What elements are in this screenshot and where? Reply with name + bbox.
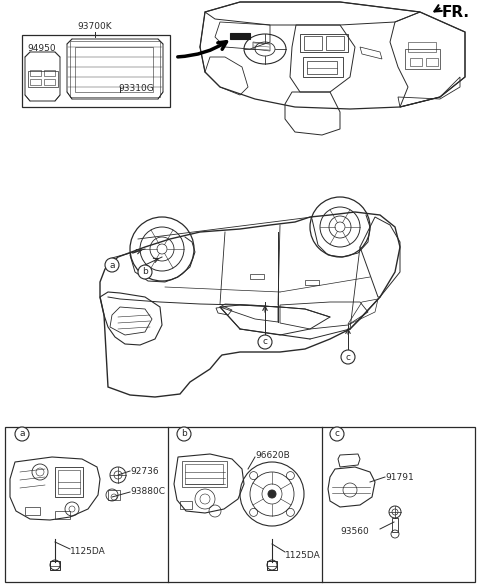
Text: 93700K: 93700K — [78, 22, 112, 31]
Text: FR.: FR. — [442, 5, 470, 20]
Bar — [5, 427, 475, 582]
Bar — [44, 79, 55, 85]
Bar — [25, 507, 40, 515]
Text: 96620B: 96620B — [255, 450, 290, 460]
Text: 93310G: 93310G — [118, 84, 154, 93]
Text: a: a — [109, 261, 115, 269]
Bar — [304, 36, 322, 50]
Bar — [250, 274, 264, 279]
Bar — [75, 47, 153, 92]
Text: 93880C: 93880C — [130, 487, 165, 497]
Bar — [267, 561, 277, 570]
Bar — [392, 518, 398, 532]
Text: 93560: 93560 — [340, 527, 369, 535]
Bar — [182, 461, 227, 487]
Text: 91791: 91791 — [385, 473, 414, 481]
Circle shape — [341, 350, 355, 364]
Bar — [50, 561, 60, 570]
Bar — [303, 57, 343, 77]
Bar — [108, 490, 120, 500]
Circle shape — [330, 427, 344, 441]
Bar — [326, 36, 344, 50]
Bar — [230, 33, 250, 39]
Bar — [305, 280, 319, 285]
Bar — [22, 35, 170, 107]
Bar — [408, 42, 436, 52]
Text: b: b — [142, 268, 148, 276]
Circle shape — [138, 265, 152, 279]
Text: a: a — [19, 430, 25, 438]
Bar — [55, 467, 83, 497]
Bar — [307, 61, 337, 74]
Text: 1125DA: 1125DA — [70, 548, 106, 556]
Text: 92736: 92736 — [130, 467, 158, 475]
Bar — [28, 71, 58, 87]
Bar — [30, 79, 41, 85]
Text: c: c — [346, 353, 350, 362]
Circle shape — [15, 427, 29, 441]
Bar — [180, 501, 192, 509]
Bar — [55, 511, 70, 519]
Circle shape — [177, 427, 191, 441]
Text: 1125DA: 1125DA — [285, 551, 321, 559]
Bar — [185, 464, 223, 484]
Bar — [30, 70, 41, 76]
Text: c: c — [263, 338, 267, 346]
Text: 94950: 94950 — [27, 44, 56, 53]
Text: b: b — [181, 430, 187, 438]
Bar — [405, 49, 440, 69]
Circle shape — [268, 490, 276, 498]
Circle shape — [105, 258, 119, 272]
Bar — [58, 470, 80, 494]
Bar — [44, 70, 55, 76]
Bar — [426, 58, 438, 66]
Bar — [300, 34, 348, 52]
Circle shape — [258, 335, 272, 349]
Bar — [410, 58, 422, 66]
Bar — [70, 41, 160, 97]
Text: c: c — [335, 430, 339, 438]
